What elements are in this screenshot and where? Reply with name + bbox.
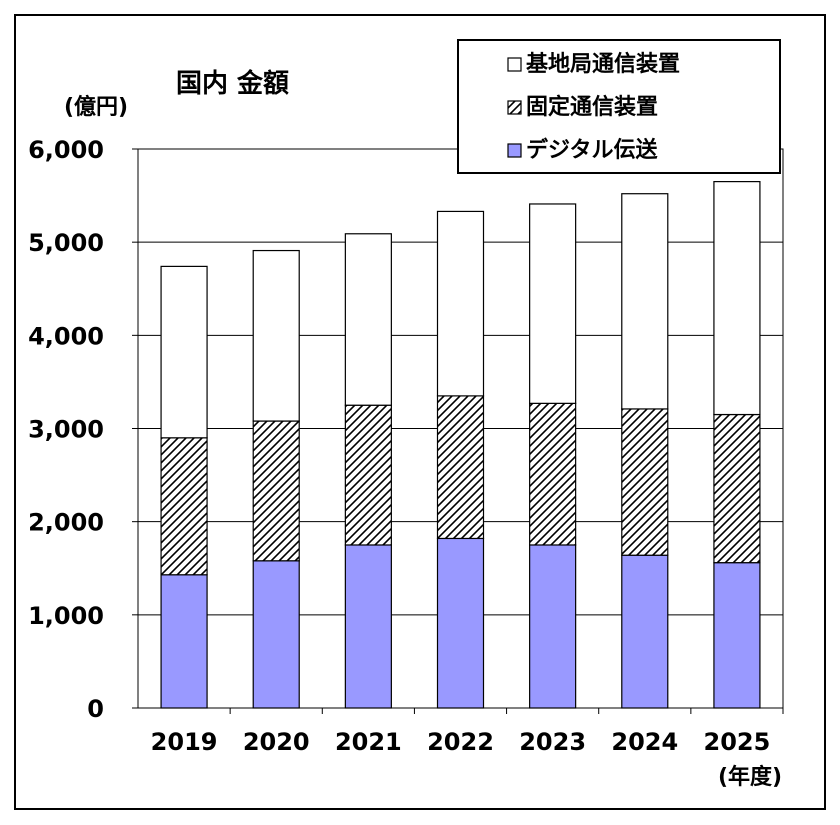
- bar-segment: [713, 562, 761, 709]
- bar-segment: [344, 544, 392, 709]
- bar-segment: [529, 402, 577, 546]
- y-tick-label: 6,000: [28, 136, 104, 164]
- bar-segment: [529, 203, 577, 404]
- x-axis-unit: (年度): [718, 764, 782, 790]
- bar-segment: [529, 544, 577, 709]
- chart-title: 国内 金額: [176, 68, 289, 99]
- bar-segment: [436, 537, 485, 709]
- bars: [160, 181, 761, 709]
- x-tick-labels: 2019 2020 2021 2022 2023 2024 2025: [151, 728, 771, 756]
- bar-segment: [344, 233, 392, 406]
- bar-segment: [344, 404, 392, 546]
- x-tick-label: 2023: [519, 728, 586, 756]
- bar-segment: [252, 560, 300, 709]
- bar-segment: [621, 193, 669, 410]
- y-tick-label: 3,000: [28, 416, 104, 444]
- y-tick-label: 0: [87, 695, 104, 723]
- x-tick-label: 2020: [243, 728, 310, 756]
- y-tick-label: 5,000: [28, 229, 104, 257]
- bar-segment: [160, 437, 208, 576]
- y-tick-label: 4,000: [28, 322, 104, 350]
- bar-segment: [252, 420, 300, 562]
- x-tick-label: 2024: [611, 728, 678, 756]
- bar-segment: [160, 574, 208, 709]
- bar-segment: [713, 181, 761, 416]
- bar-segment: [252, 249, 300, 422]
- legend-label: 基地局通信装置: [526, 51, 680, 77]
- legend-swatch: [507, 143, 522, 158]
- legend-swatch: [507, 57, 522, 72]
- bar-segment: [713, 413, 761, 564]
- x-tick-label: 2022: [427, 728, 494, 756]
- bar-segment: [160, 265, 208, 439]
- bar-segment: [436, 210, 485, 397]
- x-tick-label: 2019: [151, 728, 218, 756]
- x-tick-label: 2021: [335, 728, 402, 756]
- legend-label: デジタル伝送: [526, 137, 658, 163]
- y-axis-unit: (億円): [64, 94, 128, 120]
- legend-swatch: [507, 100, 522, 115]
- y-tick-labels: 0 1,000 2,000 3,000 4,000 5,000 6,000: [28, 136, 104, 723]
- y-tick-label: 2,000: [28, 509, 104, 537]
- x-tick-label: 2025: [704, 728, 771, 756]
- bar-segment: [621, 554, 669, 709]
- bar-segment: [436, 395, 485, 540]
- y-tick-label: 1,000: [28, 602, 104, 630]
- bar-segment: [621, 408, 669, 556]
- legend-label: 固定通信装置: [526, 94, 658, 120]
- chart-frame: [14, 14, 826, 810]
